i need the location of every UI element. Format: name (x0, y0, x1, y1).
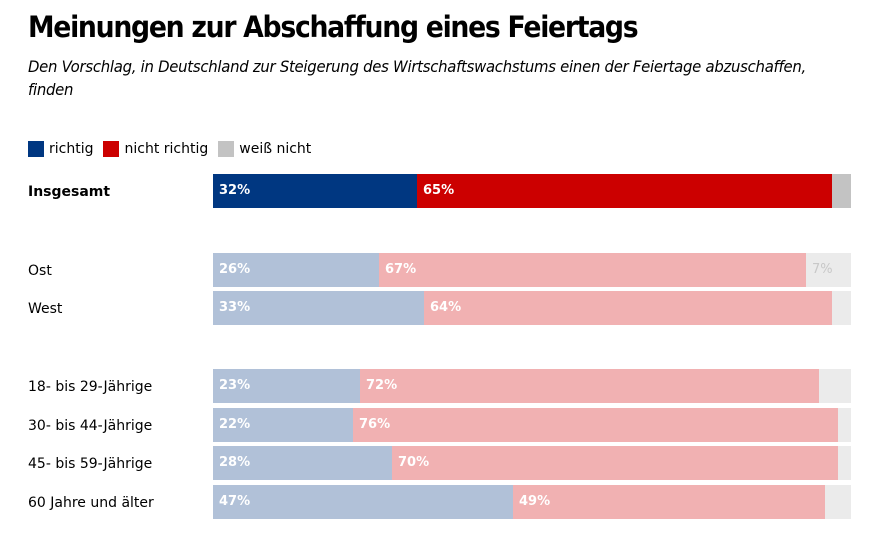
bar-row: 47% 49% (213, 485, 851, 519)
bar-segment-richtig: 26% (213, 253, 379, 287)
legend-item-richtig: richtig (28, 141, 93, 157)
row-label: 30- bis 44-Jährige (28, 418, 153, 434)
legend-label-weiss-nicht: weiß nicht (239, 141, 312, 157)
bar-segment-richtig: 33% (213, 291, 424, 325)
legend-item-weiss-nicht: weiß nicht (218, 141, 311, 157)
data-label-nicht-richtig: 64% (430, 300, 462, 315)
bar-segment-richtig: 47% (213, 485, 513, 519)
bar-segment-nicht-richtig: 70% (392, 446, 838, 480)
row-label: Insgesamt (28, 184, 111, 200)
legend-item-nicht-richtig: nicht richtig (103, 141, 208, 157)
data-label-nicht-richtig: 76% (359, 417, 391, 432)
bar-segment-nicht-richtig: 49% (513, 485, 825, 519)
bar-segment-weiss-nicht (838, 446, 851, 480)
data-label-richtig: 33% (219, 300, 251, 315)
bar-segment-weiss-nicht (825, 485, 851, 519)
bar-segment-weiss-nicht (832, 291, 851, 325)
bar-row: 26% 67% 7% (213, 253, 851, 287)
row-label: 18- bis 29-Jährige (28, 379, 153, 395)
row-label: 60 Jahre und älter (28, 495, 154, 511)
data-label-richtig: 28% (219, 455, 251, 470)
row-label: Ost (28, 263, 52, 279)
bar-segment-weiss-nicht (819, 369, 851, 403)
bar-segment-nicht-richtig: 65% (417, 174, 832, 208)
bar-segment-nicht-richtig: 67% (379, 253, 806, 287)
data-label-richtig: 22% (219, 417, 251, 432)
bar-row: 28% 70% (213, 446, 851, 480)
bar-segment-nicht-richtig: 64% (424, 291, 832, 325)
bar-row: 23% 72% (213, 369, 851, 403)
bar-segment-richtig: 23% (213, 369, 360, 403)
chart-subtitle: Den Vorschlag, in Deutschland zur Steige… (28, 57, 806, 99)
row-label: West (28, 301, 63, 317)
bar-row: 33% 64% (213, 291, 851, 325)
bar-segment-weiss-nicht (832, 174, 851, 208)
legend: richtig nicht richtig weiß nicht (28, 141, 321, 157)
data-label-richtig: 23% (219, 378, 251, 393)
data-label-richtig: 26% (219, 262, 251, 277)
row-label: 45- bis 59-Jährige (28, 456, 153, 472)
bar-row: 32% 65% (213, 174, 851, 208)
bar-row: 22% 76% (213, 408, 851, 442)
legend-swatch-nicht-richtig (103, 141, 120, 157)
data-label-richtig: 47% (219, 494, 251, 509)
legend-swatch-richtig (28, 141, 44, 157)
bar-segment-richtig: 28% (213, 446, 392, 480)
bar-segment-nicht-richtig: 72% (360, 369, 819, 403)
legend-label-richtig: richtig (49, 141, 94, 157)
bar-segment-nicht-richtig: 76% (353, 408, 838, 442)
bar-segment-weiss-nicht: 7% (806, 253, 851, 287)
data-label-nicht-richtig: 49% (519, 494, 551, 509)
bar-segment-richtig: 22% (213, 408, 353, 442)
bar-segment-richtig: 32% (213, 174, 417, 208)
legend-swatch-weiss-nicht (218, 141, 235, 157)
bar-segment-weiss-nicht (838, 408, 851, 442)
data-label-richtig: 32% (219, 183, 251, 198)
legend-label-nicht-richtig: nicht richtig (124, 141, 209, 157)
data-label-nicht-richtig: 70% (398, 455, 430, 470)
data-label-weiss-nicht: 7% (812, 262, 833, 277)
chart-title: Meinungen zur Abschaffung eines Feiertag… (28, 10, 639, 44)
data-label-nicht-richtig: 72% (366, 378, 398, 393)
data-label-nicht-richtig: 65% (423, 183, 455, 198)
data-label-nicht-richtig: 67% (385, 262, 417, 277)
